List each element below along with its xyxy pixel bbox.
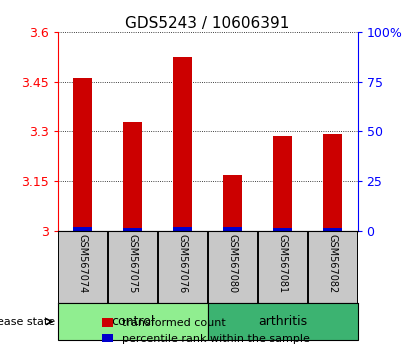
Bar <box>123 122 142 230</box>
Text: disease state: disease state <box>0 316 55 327</box>
Text: GSM567075: GSM567075 <box>127 234 138 293</box>
Bar <box>173 227 192 230</box>
FancyBboxPatch shape <box>58 230 107 303</box>
Bar <box>223 175 242 230</box>
Text: GSM567080: GSM567080 <box>228 234 238 293</box>
Bar <box>273 136 292 230</box>
Bar <box>73 227 92 230</box>
FancyBboxPatch shape <box>158 230 207 303</box>
Text: arthritis: arthritis <box>258 315 307 328</box>
FancyBboxPatch shape <box>308 230 357 303</box>
Text: GSM567082: GSM567082 <box>328 234 337 293</box>
Bar <box>173 57 192 230</box>
Text: GSM567074: GSM567074 <box>78 234 88 293</box>
FancyBboxPatch shape <box>108 230 157 303</box>
FancyBboxPatch shape <box>58 303 208 340</box>
Legend: transformed count, percentile rank within the sample: transformed count, percentile rank withi… <box>97 314 314 348</box>
Bar <box>323 133 342 230</box>
Bar <box>273 228 292 230</box>
Title: GDS5243 / 10606391: GDS5243 / 10606391 <box>125 16 290 31</box>
Bar <box>123 228 142 230</box>
Text: GSM567081: GSM567081 <box>277 234 288 293</box>
FancyBboxPatch shape <box>258 230 307 303</box>
Bar <box>73 78 92 230</box>
Bar <box>223 227 242 230</box>
Text: GSM567076: GSM567076 <box>178 234 187 293</box>
Text: control: control <box>111 315 154 328</box>
Bar <box>323 228 342 230</box>
FancyBboxPatch shape <box>208 303 358 340</box>
FancyBboxPatch shape <box>208 230 257 303</box>
